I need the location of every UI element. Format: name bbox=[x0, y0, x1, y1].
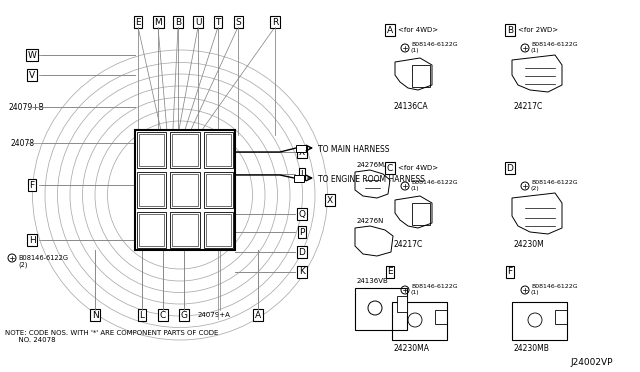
Text: V: V bbox=[29, 71, 35, 80]
Text: C: C bbox=[160, 311, 166, 320]
Bar bbox=[135, 130, 235, 250]
Text: 24079+A: 24079+A bbox=[198, 312, 231, 318]
Text: F: F bbox=[29, 180, 35, 189]
Bar bbox=[172, 134, 198, 166]
Text: <for 2WD>: <for 2WD> bbox=[518, 27, 558, 33]
Text: T: T bbox=[215, 17, 221, 26]
Text: E: E bbox=[387, 267, 393, 276]
Bar bbox=[172, 214, 198, 246]
Text: W: W bbox=[28, 51, 36, 60]
Text: U: U bbox=[195, 17, 201, 26]
Text: B08146-6122G
(1): B08146-6122G (1) bbox=[531, 284, 578, 295]
Bar bbox=[296, 145, 306, 152]
Text: Q: Q bbox=[298, 209, 305, 218]
Text: B08146-6122G
(1): B08146-6122G (1) bbox=[531, 42, 578, 53]
Bar bbox=[205, 174, 231, 206]
Bar bbox=[139, 174, 164, 206]
Bar bbox=[139, 214, 164, 246]
Text: J24002VP: J24002VP bbox=[570, 358, 612, 367]
Bar bbox=[204, 132, 233, 168]
Bar bbox=[435, 310, 447, 324]
Text: 24136VB: 24136VB bbox=[357, 278, 388, 284]
Bar bbox=[397, 296, 407, 312]
Text: J: J bbox=[301, 170, 303, 179]
Bar bbox=[172, 174, 198, 206]
Text: 24217C: 24217C bbox=[514, 102, 543, 111]
Bar bbox=[412, 203, 430, 225]
Text: <for 4WD>: <for 4WD> bbox=[398, 27, 438, 33]
Bar bbox=[135, 130, 235, 250]
Text: A: A bbox=[255, 311, 261, 320]
Text: 24230MB: 24230MB bbox=[514, 344, 550, 353]
Text: <for 4WD>: <for 4WD> bbox=[398, 165, 438, 171]
Bar bbox=[555, 310, 567, 324]
Text: L: L bbox=[140, 311, 145, 320]
Bar bbox=[170, 132, 200, 168]
Bar bbox=[412, 65, 430, 87]
Text: E: E bbox=[135, 17, 141, 26]
Text: B08146-6122G
(1): B08146-6122G (1) bbox=[411, 180, 458, 191]
Bar bbox=[355, 288, 407, 330]
Bar bbox=[170, 212, 200, 248]
Bar bbox=[392, 302, 447, 340]
Bar bbox=[205, 134, 231, 166]
Bar bbox=[512, 302, 567, 340]
Bar bbox=[204, 212, 233, 248]
Text: C: C bbox=[387, 164, 393, 173]
Text: B08146-6122G
(2): B08146-6122G (2) bbox=[531, 180, 578, 191]
Text: D: D bbox=[507, 164, 513, 173]
Bar bbox=[139, 134, 164, 166]
Bar bbox=[205, 214, 231, 246]
Bar bbox=[137, 212, 166, 248]
Text: K: K bbox=[299, 267, 305, 276]
Bar bbox=[137, 172, 166, 208]
Text: N: N bbox=[92, 311, 99, 320]
Text: M: M bbox=[154, 17, 162, 26]
Text: R: R bbox=[272, 17, 278, 26]
Text: X: X bbox=[299, 148, 305, 157]
Text: P: P bbox=[300, 228, 305, 237]
Text: D: D bbox=[299, 247, 305, 257]
Text: 24276N: 24276N bbox=[357, 218, 385, 224]
Text: 24230M: 24230M bbox=[514, 240, 545, 249]
Text: B08146-6122G
(2): B08146-6122G (2) bbox=[18, 255, 68, 269]
Text: 24136CA: 24136CA bbox=[394, 102, 429, 111]
Text: TO ENGINE ROOM HARNESS: TO ENGINE ROOM HARNESS bbox=[318, 175, 425, 184]
Text: H: H bbox=[29, 235, 35, 244]
Text: F: F bbox=[508, 267, 513, 276]
Text: S: S bbox=[235, 17, 241, 26]
Bar bbox=[294, 175, 304, 182]
Text: 24230MA: 24230MA bbox=[394, 344, 430, 353]
Text: TO MAIN HARNESS: TO MAIN HARNESS bbox=[318, 145, 390, 154]
Bar bbox=[137, 132, 166, 168]
Text: 24078: 24078 bbox=[10, 138, 34, 148]
Text: B: B bbox=[175, 17, 181, 26]
Text: 24217C: 24217C bbox=[394, 240, 423, 249]
Text: G: G bbox=[180, 311, 188, 320]
Text: B08146-6122G
(1): B08146-6122G (1) bbox=[411, 42, 458, 53]
Text: NOTE: CODE NOS. WITH '*' ARE COMPONENT PARTS OF CODE
      NO. 24078: NOTE: CODE NOS. WITH '*' ARE COMPONENT P… bbox=[5, 330, 218, 343]
Text: B08146-6122G
(1): B08146-6122G (1) bbox=[411, 284, 458, 295]
Bar bbox=[204, 172, 233, 208]
Bar bbox=[170, 172, 200, 208]
Text: 24276MA: 24276MA bbox=[357, 162, 390, 168]
Text: 24079+B: 24079+B bbox=[8, 103, 44, 112]
Text: X: X bbox=[327, 196, 333, 205]
Text: B: B bbox=[507, 26, 513, 35]
Text: A: A bbox=[387, 26, 393, 35]
